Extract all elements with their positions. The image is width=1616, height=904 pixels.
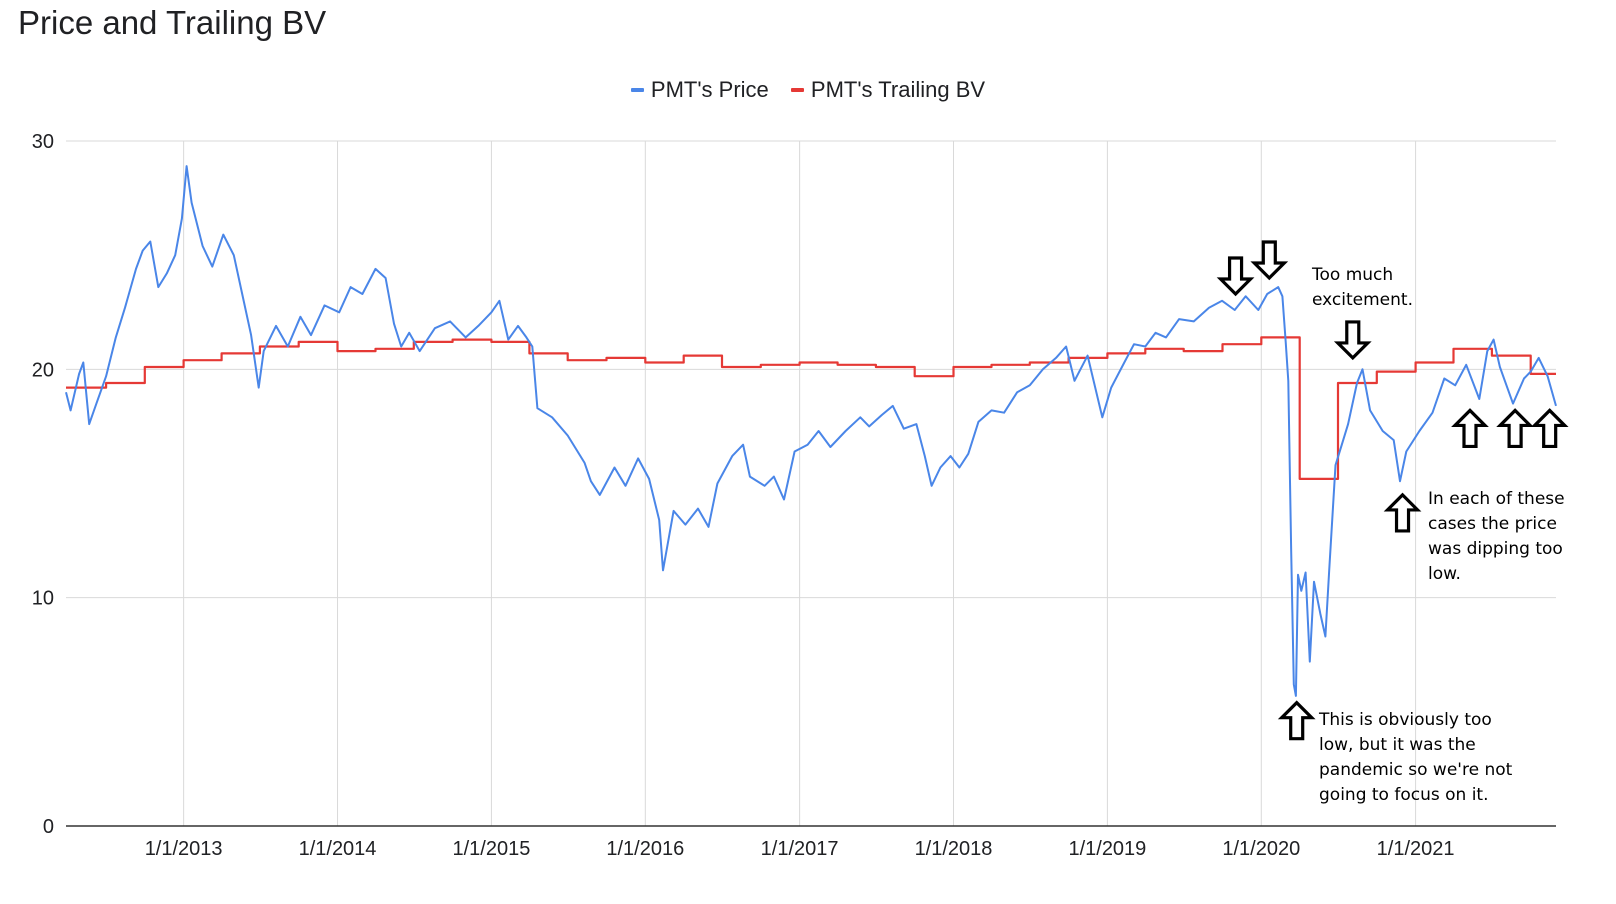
- x-tick-label: 1/1/2021: [1377, 838, 1455, 860]
- x-tick-label: 1/1/2016: [606, 838, 684, 860]
- note-excitement: Too much excitement.: [1312, 265, 1413, 310]
- axis-layer: 0 10 20 30 1/1/2013 1/1/2014 1/1/2015 1/1/2016 1…: [32, 131, 1556, 860]
- grid-layer: [66, 140, 1556, 826]
- x-tick-label: 1/1/2013: [145, 838, 223, 860]
- annotation-arrow-down: [1216, 256, 1255, 297]
- y-tick-label: 20: [32, 359, 54, 381]
- x-tick-label: 1/1/2017: [761, 838, 839, 860]
- y-tick-label: 0: [43, 816, 54, 838]
- x-tick-label: 1/1/2014: [299, 838, 377, 860]
- chart-title: Price and Trailing BV: [18, 4, 327, 41]
- series-line-trailing-bv: [66, 336, 1556, 480]
- legend-swatch-price: [630, 88, 644, 92]
- x-tick-label: 1/1/2019: [1068, 838, 1146, 860]
- note-pandemic: This is obviously too low, but it was th…: [1319, 710, 1513, 805]
- annotation-arrow-up: [1496, 408, 1534, 449]
- y-tick-label: 30: [32, 131, 54, 153]
- y-tick-label: 10: [32, 588, 54, 610]
- annotation-arrow-up: [1451, 408, 1489, 449]
- legend-item-bv[interactable]: PMT's Trailing BV: [790, 77, 986, 103]
- annotation-arrow-down: [1250, 240, 1289, 281]
- legend-label-price: PMT's Price: [650, 77, 769, 102]
- x-tick-label: 1/1/2018: [915, 838, 993, 860]
- series-line-price: [65, 165, 1557, 697]
- annotation-arrow-up: [1530, 408, 1569, 449]
- x-tick-label: 1/1/2020: [1222, 838, 1300, 860]
- annotation-arrow-up: [1383, 492, 1422, 533]
- x-tick-label: 1/1/2015: [452, 838, 530, 860]
- legend-item-price[interactable]: PMT's Price: [630, 77, 769, 103]
- legend-label-bv: PMT's Trailing BV: [810, 77, 986, 102]
- annotation-arrows: [1216, 240, 1569, 741]
- series-layer: [65, 165, 1557, 697]
- chart-legend: PMT's Price PMT's Trailing BV: [0, 72, 1616, 103]
- note-dipping: In each of these cases the price was dip…: [1428, 489, 1565, 584]
- annotation-arrow-up: [1277, 700, 1316, 741]
- legend-swatch-bv: [790, 88, 804, 92]
- annotation-arrow-down: [1333, 320, 1372, 361]
